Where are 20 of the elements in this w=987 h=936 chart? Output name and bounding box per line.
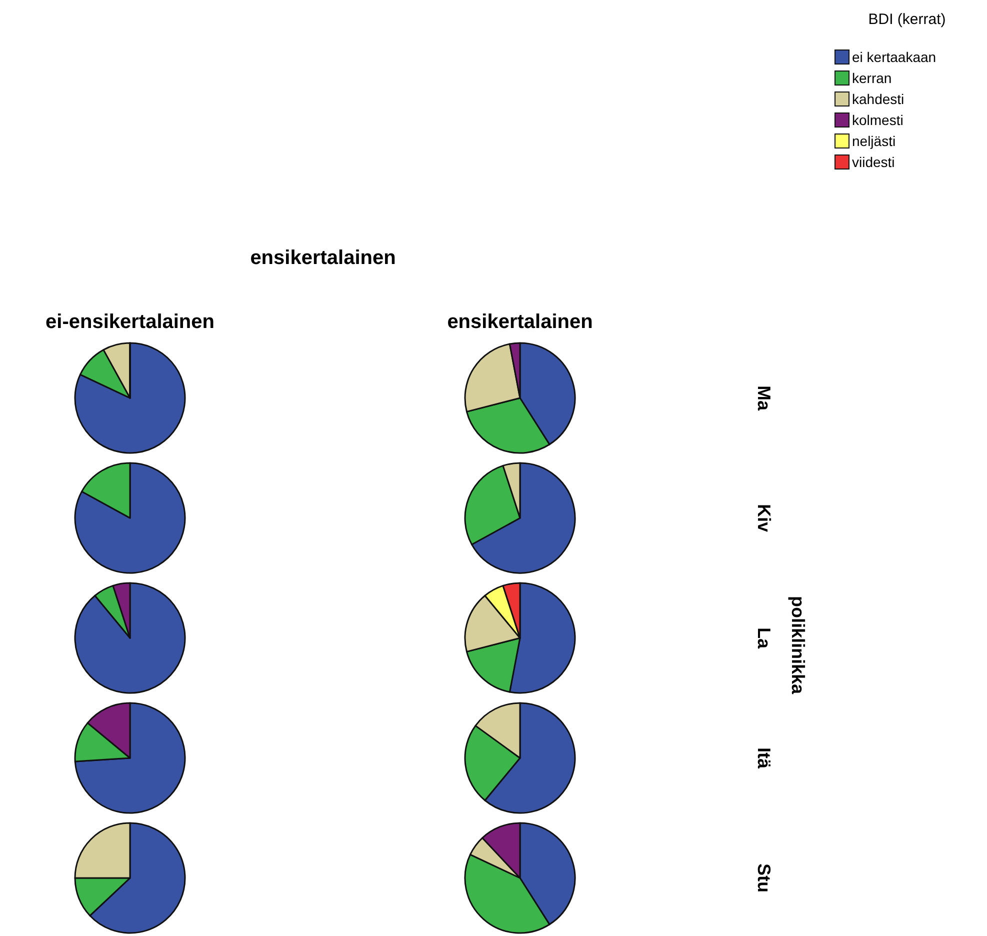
pie-slice — [74, 342, 186, 454]
text: Itä — [754, 747, 774, 770]
text: ensikertalainen — [250, 247, 396, 269]
legend-label: ei kertaakaan — [852, 49, 936, 65]
text: La — [754, 627, 774, 650]
text: Stu — [754, 864, 774, 892]
text: Kiv — [754, 504, 774, 532]
legend-label: neljästi — [852, 133, 896, 149]
chart-title: ensikertalainen — [447, 311, 593, 333]
pie-slice — [74, 582, 186, 694]
text: poliklinikka — [788, 596, 808, 695]
pie-slice — [74, 462, 186, 574]
legend-label: kolmesti — [852, 112, 904, 128]
legend-label: viidesti — [852, 154, 895, 170]
legend-label: kahdesti — [852, 91, 904, 107]
text: ei-ensikertalainen — [46, 311, 214, 333]
pie-slice — [74, 702, 186, 814]
text: Ma — [754, 385, 774, 412]
legend-label: kerran — [852, 70, 892, 86]
legend-title: BDI (kerrat) — [868, 11, 946, 28]
